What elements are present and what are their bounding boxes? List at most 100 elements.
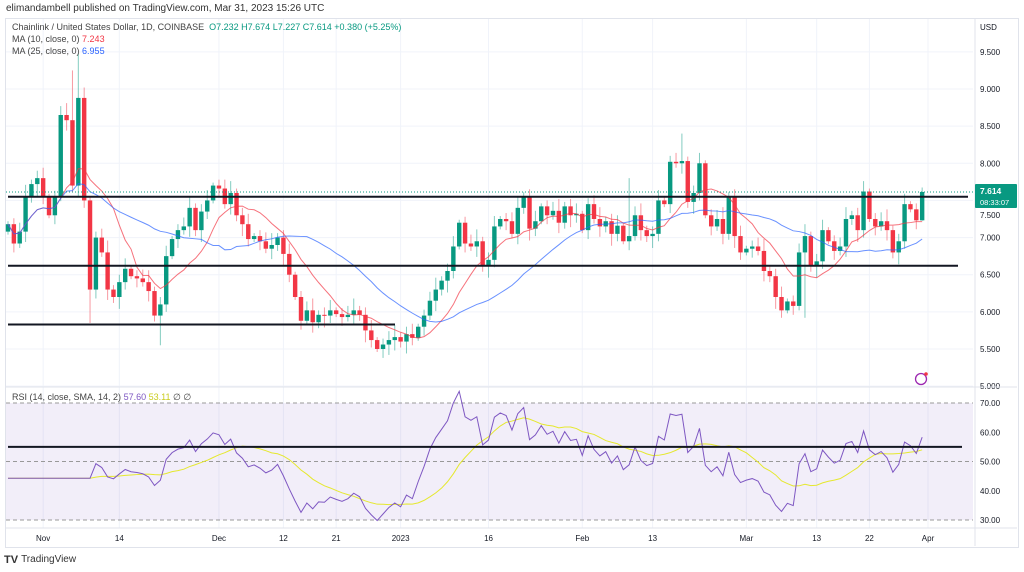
- rsi-tick: 30.00: [980, 516, 1001, 525]
- candle-body: [228, 192, 233, 205]
- candle-body: [773, 276, 778, 297]
- candle-body: [76, 97, 81, 186]
- rsi-sma-line: [8, 417, 923, 506]
- ohlc-open: O7.232: [209, 22, 239, 32]
- candle-body: [697, 163, 702, 193]
- candle-body: [732, 196, 737, 237]
- candle-body: [386, 340, 392, 345]
- candle-body: [175, 230, 181, 240]
- candle-body: [720, 218, 726, 234]
- candle-body: [433, 289, 438, 301]
- price-tick: 8.000: [980, 159, 1001, 168]
- rsi-extra: ∅ ∅: [172, 392, 192, 402]
- candle-body: [808, 236, 814, 266]
- candle-body: [111, 289, 116, 297]
- candle-body: [357, 310, 362, 315]
- candle-body: [140, 278, 145, 283]
- rsi-line: [8, 389, 923, 522]
- candle-body: [152, 291, 157, 316]
- price-tag-countdown: 08:33:07: [980, 198, 1009, 207]
- candle-body: [550, 210, 556, 216]
- candle-body: [855, 215, 860, 231]
- candle-body: [878, 221, 884, 227]
- price-tick: 7.500: [980, 211, 1001, 220]
- candle-body: [316, 314, 321, 323]
- rsi-tick: 40.00: [980, 487, 1001, 496]
- candle-body: [820, 230, 825, 262]
- candle-body: [908, 204, 913, 210]
- candle-body: [416, 326, 421, 338]
- candle-body: [58, 114, 63, 197]
- candle-body: [81, 97, 87, 201]
- ohlc-low: L7.227: [272, 22, 301, 32]
- time-tick: 13: [648, 534, 657, 543]
- candle-body: [703, 163, 708, 216]
- time-tick: 12: [279, 534, 288, 543]
- candle-body: [685, 161, 690, 202]
- candle-body: [251, 236, 257, 240]
- candle-body: [35, 178, 40, 185]
- ohlc-change: +0.380 (+5.25%): [334, 22, 402, 32]
- candle-body: [339, 314, 345, 318]
- candle-body: [609, 221, 614, 234]
- candle-body: [210, 185, 216, 201]
- candle-body: [585, 204, 591, 231]
- candle-body: [791, 301, 796, 306]
- price-tag-value: 7.614: [980, 186, 1002, 196]
- candle-body: [914, 209, 919, 221]
- time-tick: Nov: [36, 534, 50, 543]
- time-tick: 22: [865, 534, 874, 543]
- candle-body: [70, 120, 75, 186]
- candle-body: [826, 230, 831, 242]
- legend-ma10[interactable]: MA (10, close, 0) 7.243: [12, 33, 401, 45]
- candle-body: [679, 161, 685, 164]
- candle-body: [802, 236, 808, 253]
- candle-body: [492, 226, 497, 260]
- alert-icon: [914, 372, 928, 386]
- rsi-label: RSI (14, close, SMA, 14, 2): [12, 392, 122, 402]
- candle-body: [591, 204, 597, 219]
- candle-body: [451, 246, 456, 271]
- alert-dot-icon: [924, 372, 928, 376]
- price-tick: 5.500: [980, 345, 1001, 354]
- candle-body: [169, 239, 175, 257]
- candle-body: [5, 224, 11, 232]
- candle-body: [64, 114, 69, 121]
- candle-body: [738, 236, 743, 253]
- legend-ma25[interactable]: MA (25, close, 0) 6.955: [12, 45, 401, 57]
- candle-body: [873, 218, 878, 227]
- time-tick: 2023: [392, 534, 410, 543]
- candle-body: [462, 222, 468, 244]
- candle-body: [298, 296, 304, 321]
- price-tag-box: [975, 183, 1017, 208]
- ma10-line: [7, 168, 923, 339]
- ma25-line: [7, 182, 923, 323]
- candle-body: [457, 222, 462, 247]
- candle-body: [533, 221, 538, 229]
- candle-body: [199, 211, 204, 231]
- candle-body: [867, 191, 872, 219]
- candle-body: [539, 206, 544, 222]
- candle-body: [46, 196, 52, 216]
- logo-icon: TV: [4, 554, 19, 566]
- ma25-value: 6.955: [82, 46, 105, 56]
- candle-body: [509, 221, 515, 234]
- candle-body: [861, 191, 866, 231]
- candle-body: [638, 215, 644, 231]
- price-chart[interactable]: 9.500 9.000 8.500 8.000 7.500 7.000 6.500 6.000…: [0, 0, 1024, 550]
- tradingview-logo[interactable]: TV TradingView: [4, 554, 76, 566]
- price-tick: 6.000: [980, 308, 1001, 317]
- candle-body: [503, 218, 509, 222]
- candle-body: [134, 276, 140, 279]
- candle-body: [568, 206, 573, 216]
- rsi-legend[interactable]: RSI (14, close, SMA, 14, 2) 57.60 53.11 …: [12, 392, 191, 403]
- candle-body: [744, 248, 749, 253]
- candle-body: [234, 192, 239, 216]
- rsi-tick: 70.00: [980, 399, 1001, 408]
- candle-body: [322, 314, 327, 316]
- candle-body: [398, 337, 403, 342]
- candle-body: [52, 196, 58, 216]
- candle-body: [380, 344, 386, 349]
- candle-body: [890, 230, 896, 253]
- candle-body: [23, 196, 28, 232]
